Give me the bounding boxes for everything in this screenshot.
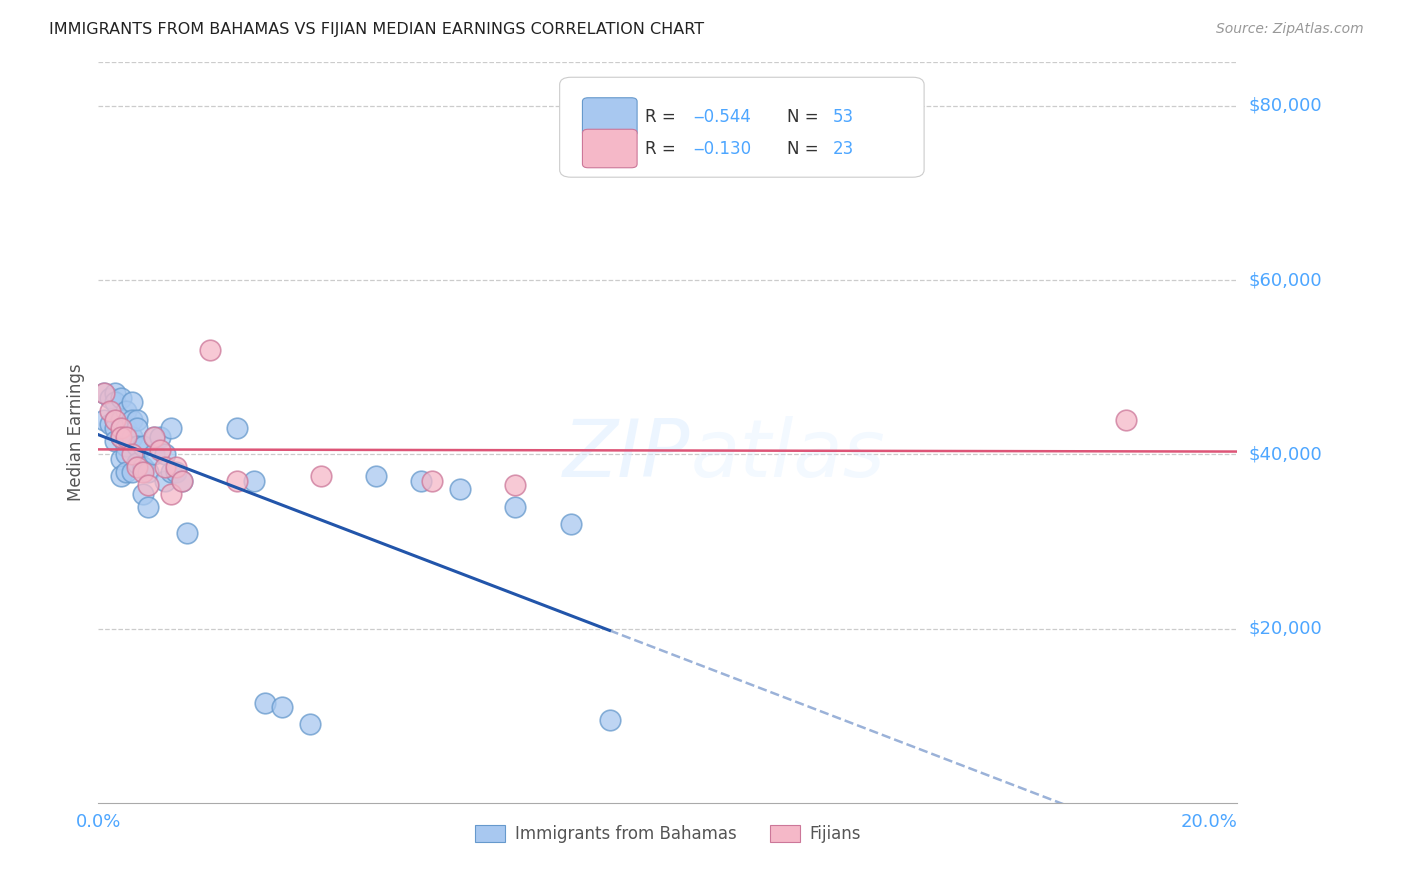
Point (270, 700, 292, 714)
Text: N =: N = (787, 108, 824, 126)
Point (298, 717, 321, 731)
Text: $60,000: $60,000 (1249, 271, 1322, 289)
Point (110, 430, 132, 444)
Point (254, 696, 277, 710)
Text: Source: ZipAtlas.com: Source: ZipAtlas.com (1216, 22, 1364, 37)
Point (420, 474, 443, 488)
Point (409, 474, 432, 488)
Point (1115, 412, 1137, 426)
Point (110, 391, 132, 405)
Point (115, 404, 138, 418)
Point (226, 421, 249, 435)
Point (503, 478, 526, 492)
Point (121, 430, 143, 444)
Point (98, 391, 121, 405)
Point (98, 417, 121, 431)
FancyBboxPatch shape (582, 129, 637, 168)
Point (165, 465, 187, 479)
Point (143, 430, 166, 444)
Legend: Immigrants from Bahamas, Fijians: Immigrants from Bahamas, Fijians (468, 819, 868, 850)
Point (560, 517, 582, 532)
Point (127, 439, 149, 453)
Point (599, 713, 621, 727)
Point (104, 395, 127, 409)
Point (165, 460, 187, 475)
Point (138, 465, 160, 479)
Text: R =: R = (645, 108, 681, 126)
Point (115, 430, 138, 444)
Text: $40,000: $40,000 (1249, 445, 1322, 464)
Point (115, 465, 138, 479)
Point (93, 386, 115, 401)
Text: atlas: atlas (690, 416, 886, 494)
Point (148, 430, 170, 444)
Text: ‒0.544: ‒0.544 (693, 108, 751, 126)
Point (309, 469, 332, 483)
Point (110, 469, 132, 483)
Point (121, 395, 143, 409)
Point (104, 412, 127, 426)
Y-axis label: Median Earnings: Median Earnings (66, 364, 84, 501)
Point (170, 474, 193, 488)
Point (110, 430, 132, 444)
Point (121, 447, 143, 461)
Point (159, 421, 181, 435)
Point (127, 460, 149, 475)
Point (121, 412, 143, 426)
Point (176, 525, 198, 540)
Point (243, 474, 266, 488)
Text: ‒0.130: ‒0.130 (693, 139, 751, 158)
Point (132, 439, 155, 453)
Point (110, 421, 132, 435)
Point (115, 421, 138, 435)
Point (93, 412, 115, 426)
Point (159, 465, 181, 479)
Text: N =: N = (787, 139, 824, 158)
FancyBboxPatch shape (560, 78, 924, 178)
Point (143, 447, 166, 461)
Text: ZIP: ZIP (564, 416, 690, 494)
Point (132, 465, 155, 479)
Point (110, 412, 132, 426)
Point (115, 447, 138, 461)
Text: 23: 23 (832, 139, 855, 158)
Point (104, 412, 127, 426)
Point (503, 500, 526, 514)
Point (110, 451, 132, 466)
Point (153, 474, 176, 488)
Point (93, 386, 115, 401)
Text: $80,000: $80,000 (1249, 97, 1322, 115)
Point (153, 460, 176, 475)
Point (138, 500, 160, 514)
Point (104, 386, 127, 401)
Point (148, 443, 170, 458)
Point (121, 465, 143, 479)
Point (366, 469, 388, 483)
Point (98, 404, 121, 418)
Point (127, 421, 149, 435)
Point (115, 439, 138, 453)
FancyBboxPatch shape (582, 98, 637, 136)
Point (159, 486, 181, 500)
Point (132, 460, 155, 475)
Point (170, 474, 193, 488)
Point (127, 456, 149, 470)
Point (132, 486, 155, 500)
Point (127, 412, 149, 426)
Point (104, 421, 127, 435)
Point (198, 343, 221, 357)
Text: IMMIGRANTS FROM BAHAMAS VS FIJIAN MEDIAN EARNINGS CORRELATION CHART: IMMIGRANTS FROM BAHAMAS VS FIJIAN MEDIAN… (49, 22, 704, 37)
Text: $20,000: $20,000 (1249, 620, 1322, 638)
Point (143, 430, 166, 444)
Text: 53: 53 (832, 108, 853, 126)
Point (226, 474, 249, 488)
Point (104, 434, 127, 449)
Text: R =: R = (645, 139, 681, 158)
Point (449, 482, 471, 496)
Point (138, 478, 160, 492)
Point (153, 447, 176, 461)
